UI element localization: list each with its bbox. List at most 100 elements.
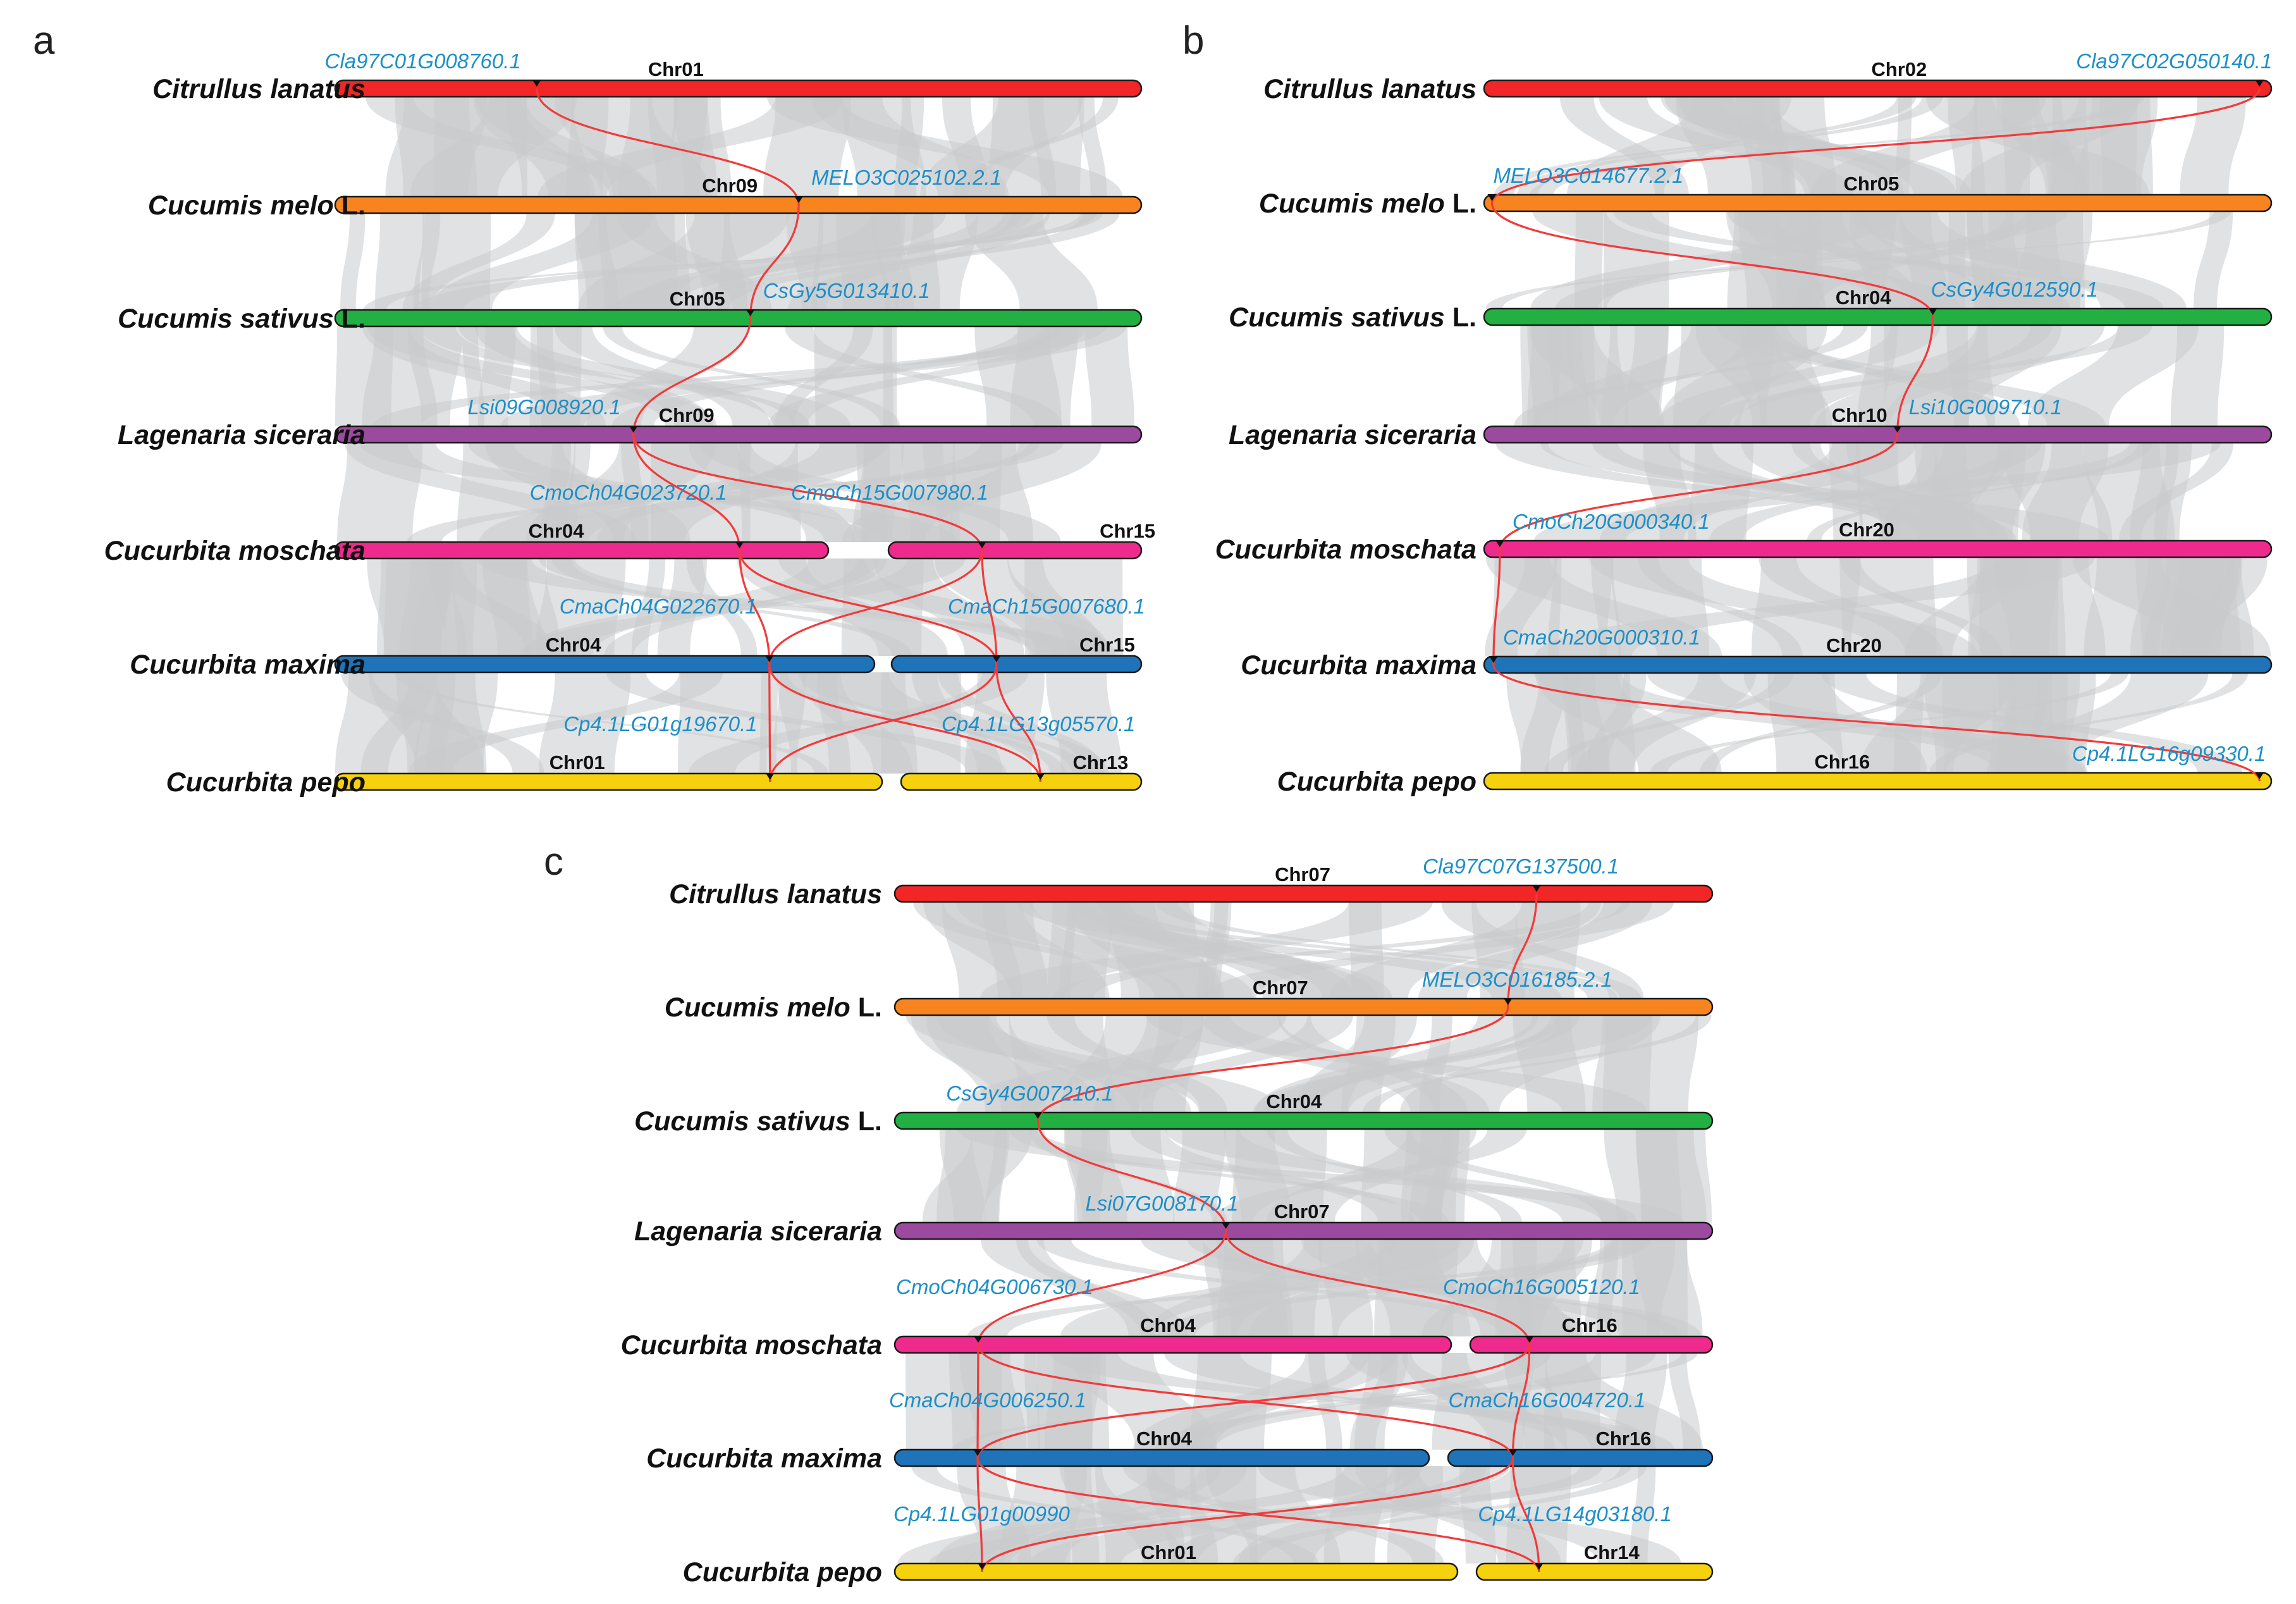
synteny-ribbon [1146,1015,1647,1113]
synteny-ribbon [1071,1353,1217,1450]
gene-label[interactable]: CmaCh16G004720.1 [1449,1388,1646,1412]
gene-label[interactable]: CmaCh04G006250.1 [889,1388,1086,1412]
gene-label[interactable]: CsGy5G013410.1 [763,279,930,302]
collinear-gene-link [536,88,800,206]
chromosome-bar[interactable] [1483,540,2273,558]
gene-label[interactable]: Lsi10G009710.1 [1909,395,2062,419]
synteny-ribbon [1540,443,2109,541]
collinear-gene-link [749,204,800,319]
gene-label[interactable]: CmoCh16G005120.1 [1443,1275,1640,1299]
synteny-ribbons [335,97,2271,1564]
gene-label[interactable]: CmaCh20G000310.1 [1503,626,1700,649]
synteny-ribbon [1567,97,1791,195]
chromosome-bar[interactable] [893,1221,1714,1240]
chromosome-label: Chr20 [1826,634,1882,657]
gene-label[interactable]: Cla97C07G137500.1 [1423,854,1619,878]
gene-label[interactable]: Cla97C01G008760.1 [325,49,521,73]
chromosome-bar[interactable] [900,772,1143,791]
chromosome-label: Chr04 [529,520,585,542]
chromosome-label: Chr04 [1836,287,1892,309]
gene-label[interactable]: Cla97C02G050140.1 [2076,49,2272,73]
chromosome-bar[interactable] [1483,772,2273,791]
gene-label[interactable]: Cp4.1LG14g03180.1 [1478,1502,1671,1526]
gene-label[interactable]: CsGy4G007210.1 [946,1082,1113,1105]
synteny-ribbon [1786,211,1991,309]
gene-label[interactable]: MELO3C016185.2.1 [1422,968,1612,991]
synteny-ribbon [340,213,365,310]
chromosome-label: Chr16 [1562,1314,1618,1336]
synteny-ribbon [1624,325,1669,426]
synteny-ribbon [431,213,654,310]
gene-label[interactable]: CmoCh04G006730.1 [896,1275,1093,1299]
synteny-ribbon [948,1353,1040,1450]
gene-marker [1532,885,1542,892]
chromosome-bar[interactable] [893,1111,1714,1130]
synteny-ribbon [1548,557,1612,657]
gene-marker [991,655,1001,662]
chromosome-bar[interactable] [334,79,1143,98]
collinear-gene-link [977,1230,1227,1345]
panel-a [334,79,1143,791]
gene-label[interactable]: CmoCh20G000340.1 [1513,510,1710,533]
gene-marker [1489,656,1498,663]
panel-c [893,884,1714,1581]
gene-label[interactable]: Cp4.1LG01g19670.1 [563,712,757,736]
gene-label[interactable]: CmaCh04G022670.1 [560,595,757,618]
synteny-ribbon [913,902,1185,999]
species-label: Cucurbita pepo [166,767,365,798]
gene-label[interactable]: MELO3C025102.2.1 [811,166,1002,189]
chromosome-bar[interactable] [334,425,1143,444]
species-name: Cucurbita maxima [130,650,365,680]
species-name: Cucurbita maxima [646,1443,882,1474]
chromosome-bar[interactable] [334,541,830,560]
gene-label[interactable]: Cp4.1LG01g00990 [893,1502,1071,1526]
chromosome-bar[interactable] [1483,655,2273,674]
chromosome-bar[interactable] [893,997,1714,1016]
species-suffix: L. [334,190,365,221]
chromosome-bar[interactable] [893,884,1714,903]
chromosome-bar[interactable] [893,1448,1430,1467]
synteny-ribbon [657,558,707,656]
gene-label[interactable]: CmaCh15G007680.1 [948,595,1145,618]
gene-marker [2255,80,2264,87]
species-name: Cucurbita moschata [1215,534,1476,565]
collinear-gene-link [1896,316,1934,435]
chromosome-bar[interactable] [334,772,883,791]
synteny-ribbon [1534,443,2221,541]
collinear-gene-link [981,1457,1514,1572]
chromosome-bar[interactable] [1469,1335,1714,1354]
chromosome-bar[interactable] [1483,425,2273,444]
gene-label[interactable]: Cp4.1LG16g09330.1 [2072,742,2266,765]
chromosome-bar[interactable] [1475,1562,1714,1581]
species-label: Cucurbita maxima [1241,650,1476,681]
chromosome-bar[interactable] [334,655,876,674]
synteny-ribbon [500,326,1126,426]
gene-label[interactable]: Lsi07G008170.1 [1085,1192,1238,1215]
chromosome-bar[interactable] [1483,79,2273,98]
gene-label[interactable]: Lsi09G008920.1 [468,395,621,419]
species-label: Cucurbita moschata [104,536,365,566]
chromosome-bar[interactable] [887,541,1143,560]
gene-label[interactable]: CmoCh04G023720.1 [530,481,727,504]
gene-label[interactable]: CsGy4G012590.1 [1931,278,2098,301]
gene-marker [1221,1222,1231,1229]
gene-label[interactable]: MELO3C014677.2.1 [1493,164,1683,187]
chromosome-bar[interactable] [334,195,1143,214]
chromosome-bar[interactable] [1483,307,2273,326]
gene-label[interactable]: Cp4.1LG13g05570.1 [942,712,1135,736]
chromosome-bar[interactable] [893,1562,1459,1581]
chromosome-bar[interactable] [890,655,1143,674]
species-label: Cucurbita pepo [1277,767,1476,797]
panel-letter: b [1182,19,1204,63]
chromosome-bar[interactable] [1483,194,2273,213]
synteny-ribbon [1258,1466,1681,1564]
chromosome-bar[interactable] [893,1335,1452,1354]
collinear-gene-link [1490,88,2261,204]
chromosome-bar[interactable] [334,309,1143,328]
species-label: Cucumis melo L. [1259,188,1476,219]
chromosome-bar[interactable] [1447,1448,1714,1467]
synteny-ribbon [1076,902,1378,999]
synteny-ribbon [952,1353,1698,1450]
gene-label[interactable]: CmoCh15G007980.1 [791,481,988,504]
synteny-ribbon [666,97,708,197]
